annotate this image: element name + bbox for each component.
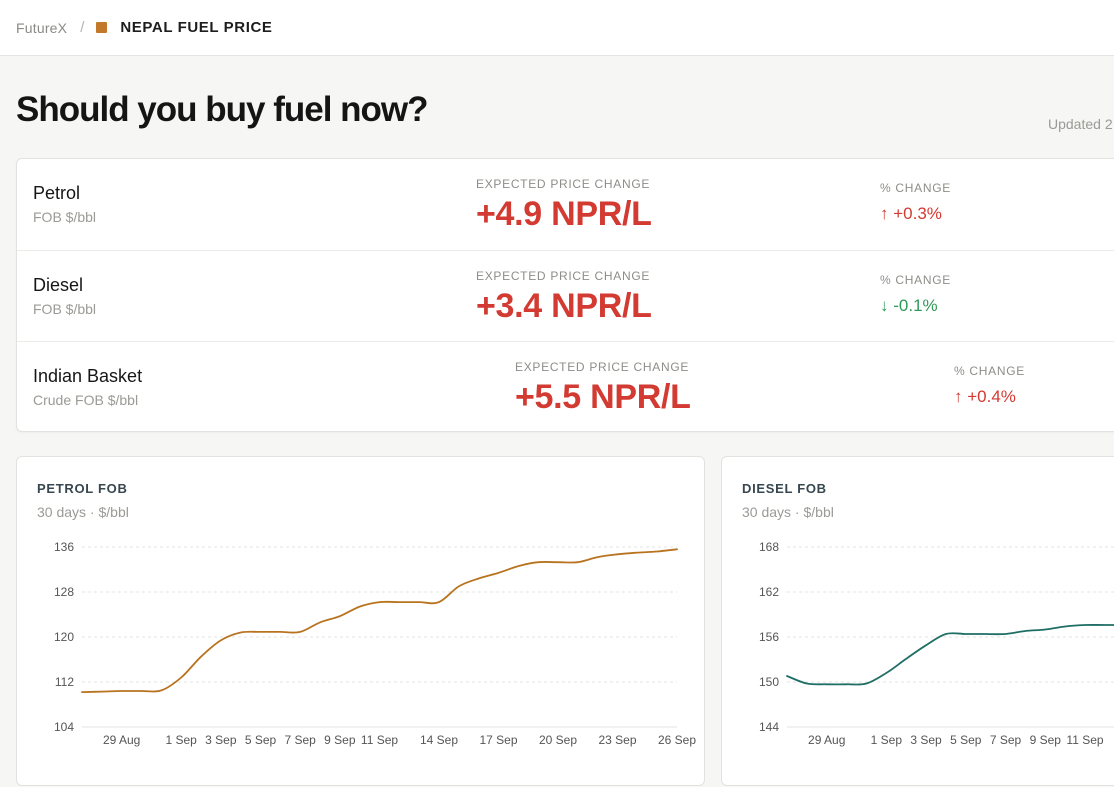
petrol-line-chart: 104 112 120 128 136 29 Aug 1 Sep 3 Sep 5 Sep 7 Se…	[54, 540, 696, 747]
y-tick-label: 144	[759, 720, 779, 734]
x-tick-label: 29 Aug	[103, 733, 140, 747]
expected-change-label: EXPECTED PRICE CHANGE	[476, 269, 651, 283]
expected-change-value: +4.9 NPR/L	[476, 195, 652, 233]
y-tick-label: 136	[54, 540, 74, 554]
x-tick-label: 29 Aug	[808, 733, 845, 747]
percent-change: ↑ +0.4%	[954, 387, 1016, 407]
fuel-name: Diesel	[33, 275, 84, 295]
price-change-panel: Petrol FOB $/bbl EXPECTED PRICE CHANGE +…	[16, 158, 1114, 432]
x-tick-label: 26 Sep	[658, 733, 696, 747]
top-bar: FutureX / NEPAL FUEL PRICE	[0, 0, 1114, 56]
arrow-down-icon: ↓	[880, 296, 889, 315]
percent-change-label: % CHANGE	[880, 181, 951, 195]
x-tick-label: 5 Sep	[245, 733, 277, 747]
diesel-chart-card: DIESEL FOB 30 days · $/bbl 144 150 156 162 1…	[721, 456, 1114, 786]
chart-title: DIESEL FOB	[742, 481, 827, 496]
chart-title: PETROL FOB	[37, 481, 128, 496]
percent-change-label: % CHANGE	[880, 273, 951, 287]
y-tick-label: 162	[759, 585, 779, 599]
expected-change-value: +5.5 NPR/L	[515, 378, 691, 416]
fuel-unit: FOB $/bbl	[33, 209, 97, 225]
percent-change-label: % CHANGE	[954, 364, 1025, 378]
series-line	[81, 548, 678, 693]
arrow-up-icon: ↑	[880, 204, 889, 223]
fuel-name: Petrol	[33, 183, 81, 203]
expected-change-label: EXPECTED PRICE CHANGE	[515, 360, 690, 374]
x-tick-label: 5 Sep	[950, 733, 982, 747]
price-row-petrol: Petrol FOB $/bbl EXPECTED PRICE CHANGE +…	[17, 159, 1114, 250]
x-tick-label: 9 Sep	[324, 733, 356, 747]
x-tick-label: 1 Sep	[165, 733, 197, 747]
x-tick-label: 7 Sep	[284, 733, 316, 747]
y-tick-label: 104	[54, 720, 74, 734]
y-tick-label: 120	[54, 630, 74, 644]
x-tick-label: 23 Sep	[598, 733, 636, 747]
x-tick-label: 1 Sep	[871, 733, 903, 747]
x-tick-label: 14 Sep	[420, 733, 458, 747]
diesel-line-chart: 144 150 156 162 168 29 Aug 1 Sep 3 Sep 5 Sep 7 Se…	[759, 540, 1114, 747]
expected-change-value: +3.4 NPR/L	[476, 287, 652, 325]
x-tick-label: 3 Sep	[910, 733, 942, 747]
y-tick-label: 168	[759, 540, 779, 554]
brand-square-icon	[96, 22, 108, 33]
x-tick-label: 11 Sep	[1066, 733, 1103, 747]
breadcrumb-separator: /	[80, 19, 85, 36]
x-tick-label: 11 Sep	[361, 733, 398, 747]
price-row-indian-basket: Indian Basket Crude FOB $/bbl EXPECTED P…	[17, 341, 1114, 433]
price-row-diesel: Diesel FOB $/bbl EXPECTED PRICE CHANGE +…	[17, 250, 1114, 342]
percent-change-value: +0.4%	[967, 387, 1016, 406]
fuel-name: Indian Basket	[33, 366, 143, 386]
x-tick-label: 7 Sep	[990, 733, 1022, 747]
chart-subtitle: 30 days · $/bbl	[742, 504, 834, 520]
percent-change-value: -0.1%	[893, 296, 938, 315]
y-tick-label: 150	[759, 675, 779, 689]
y-tick-label: 128	[54, 585, 74, 599]
arrow-up-icon: ↑	[954, 387, 963, 406]
fuel-unit: Crude FOB $/bbl	[33, 392, 139, 408]
page-title: Should you buy fuel now?	[16, 90, 429, 129]
expected-change-label: EXPECTED PRICE CHANGE	[476, 177, 651, 191]
breadcrumb-current: NEPAL FUEL PRICE	[120, 19, 273, 36]
y-tick-label: 156	[759, 630, 779, 644]
updated-timestamp: Updated 2	[1048, 116, 1113, 132]
series-line	[786, 624, 1114, 686]
petrol-chart-card: PETROL FOB 30 days · $/bbl 104 112 120 128 1…	[16, 456, 705, 786]
x-tick-label: 20 Sep	[539, 733, 577, 747]
percent-change: ↓ -0.1%	[880, 296, 938, 316]
chart-subtitle: 30 days · $/bbl	[37, 504, 129, 520]
fuel-unit: FOB $/bbl	[33, 301, 97, 317]
x-tick-label: 3 Sep	[205, 733, 237, 747]
x-tick-label: 17 Sep	[479, 733, 517, 747]
x-tick-label: 9 Sep	[1030, 733, 1062, 747]
percent-change: ↑ +0.3%	[880, 204, 942, 224]
percent-change-value: +0.3%	[893, 204, 942, 223]
breadcrumb-home-link[interactable]: FutureX	[16, 19, 68, 36]
y-tick-label: 112	[55, 675, 74, 689]
